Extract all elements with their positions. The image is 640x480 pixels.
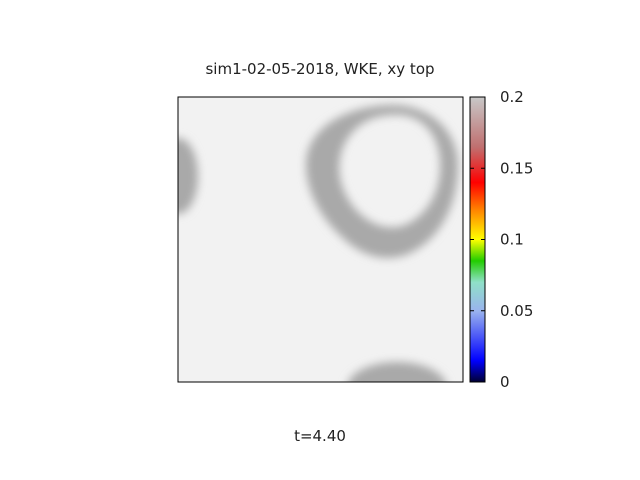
bottom-edge-feature bbox=[348, 362, 446, 382]
colorbar-tick-label: 0.1 bbox=[500, 231, 524, 249]
chart-title: sim1-02-05-2018, WKE, xy top bbox=[205, 60, 435, 78]
colorbar-tick-label: 0.15 bbox=[500, 159, 533, 177]
heatmap-field bbox=[178, 97, 463, 382]
ring-feature bbox=[305, 104, 458, 258]
colorbar-tick-label: 0.2 bbox=[500, 88, 524, 106]
colorbar-tick-label: 0.05 bbox=[500, 302, 533, 320]
plot-frame bbox=[177, 96, 464, 383]
colorbar-ticks: 0 0.05 0.1 0.15 0.2 bbox=[470, 88, 533, 391]
left-edge-feature bbox=[178, 138, 198, 214]
colorbar-tick-label: 0 bbox=[500, 373, 510, 391]
time-annotation: t=4.40 bbox=[294, 427, 346, 445]
